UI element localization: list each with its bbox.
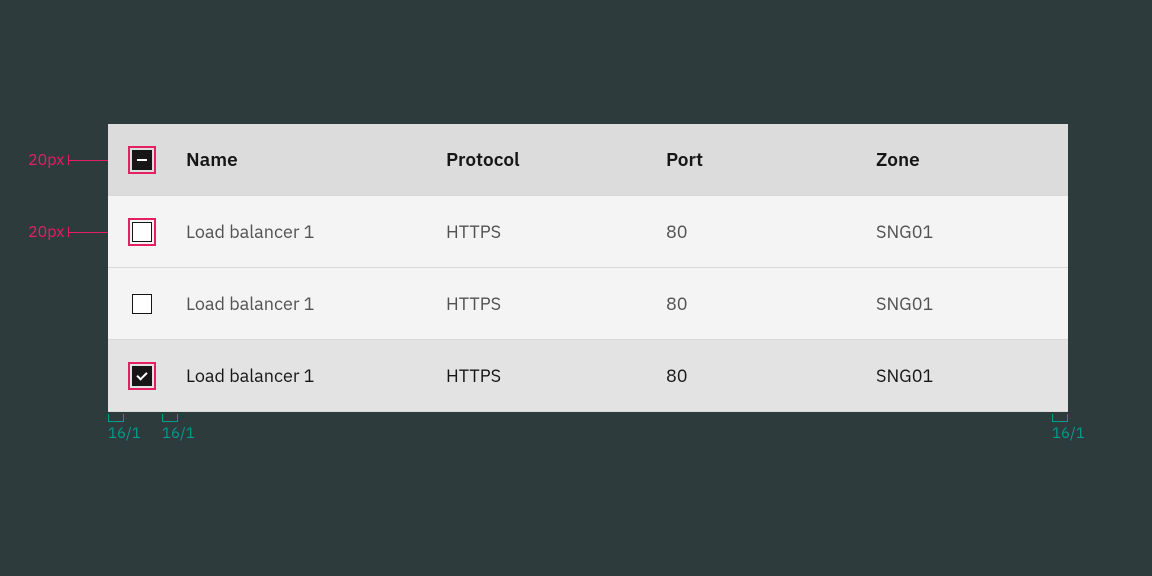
padding-spec-inner: 16/1: [162, 414, 178, 443]
col-header-port[interactable]: Port: [658, 148, 868, 172]
table-header-row: Name Protocol Port Zone: [108, 124, 1068, 196]
padding-spec-right: 16/1: [1052, 414, 1068, 443]
row-checkbox[interactable]: [132, 366, 152, 386]
table-row[interactable]: Load balancer 1 HTTPS 80 SNG01: [108, 268, 1068, 340]
checkbox-size-label-1: 20px: [28, 150, 64, 170]
select-all-checkbox[interactable]: [132, 150, 152, 170]
cell-protocol: HTTPS: [438, 364, 658, 387]
row-checkbox[interactable]: [132, 294, 152, 314]
cell-zone: SNG01: [868, 220, 1052, 243]
checkbox-size-label-2: 20px: [28, 222, 64, 242]
check-icon: [136, 369, 147, 380]
cell-port: 80: [658, 292, 868, 315]
minus-icon: [137, 159, 147, 161]
cell-port: 80: [658, 220, 868, 243]
table-row[interactable]: Load balancer 1 HTTPS 80 SNG01: [108, 196, 1068, 268]
col-header-protocol[interactable]: Protocol: [438, 148, 658, 172]
cell-protocol: HTTPS: [438, 220, 658, 243]
cell-zone: SNG01: [868, 292, 1052, 315]
col-header-zone[interactable]: Zone: [868, 148, 1052, 172]
data-table: Name Protocol Port Zone Load balancer 1 …: [108, 124, 1068, 412]
cell-name: Load balancer 1: [178, 292, 438, 315]
cell-port: 80: [658, 364, 868, 387]
padding-size-label: 16/1: [108, 424, 141, 443]
padding-size-label: 16/1: [162, 424, 195, 443]
cell-zone: SNG01: [868, 364, 1052, 387]
checkbox-size-annotation: 20px: [28, 150, 114, 170]
cell-name: Load balancer 1: [178, 364, 438, 387]
col-header-name[interactable]: Name: [178, 148, 438, 172]
row-checkbox[interactable]: [132, 222, 152, 242]
padding-size-label: 16/1: [1052, 424, 1085, 443]
cell-protocol: HTTPS: [438, 292, 658, 315]
table-row[interactable]: Load balancer 1 HTTPS 80 SNG01: [108, 340, 1068, 412]
padding-spec-left: 16/1: [108, 414, 124, 443]
cell-name: Load balancer 1: [178, 220, 438, 243]
checkbox-size-annotation: 20px: [28, 222, 114, 242]
